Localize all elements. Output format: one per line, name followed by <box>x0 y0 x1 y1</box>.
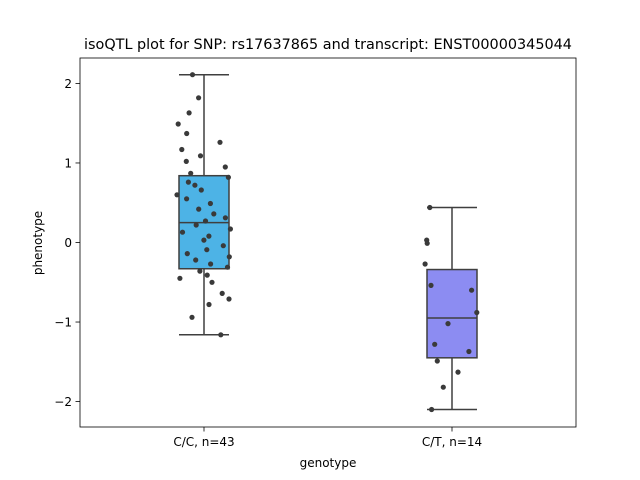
data-point <box>469 287 475 293</box>
data-point <box>207 200 213 207</box>
data-point <box>226 296 232 302</box>
data-point <box>202 218 209 224</box>
data-point <box>209 279 215 285</box>
x-axis-title: genotype <box>300 456 357 470</box>
data-point <box>189 314 195 320</box>
data-point <box>186 110 192 116</box>
data-point <box>197 268 203 274</box>
axes-frame <box>79 57 577 428</box>
data-point <box>196 95 202 101</box>
data-point <box>208 261 214 267</box>
data-point <box>196 206 202 212</box>
data-point <box>174 192 180 198</box>
data-point <box>424 240 430 246</box>
data-point <box>197 153 204 159</box>
data-point <box>189 72 196 78</box>
data-point <box>466 348 472 355</box>
data-point <box>184 196 190 202</box>
data-point <box>474 309 480 316</box>
data-point <box>219 290 225 296</box>
data-point <box>179 146 185 153</box>
data-point <box>429 406 435 413</box>
y-tick-label: 0 <box>64 236 72 250</box>
data-point <box>422 261 428 267</box>
data-point <box>218 332 224 338</box>
box <box>426 268 478 359</box>
data-point <box>193 222 199 228</box>
data-point <box>217 139 223 145</box>
data-point <box>211 211 217 217</box>
data-point <box>222 164 228 170</box>
data-point <box>188 170 194 176</box>
data-point <box>432 341 438 347</box>
x-tick-label: C/C, n=43 <box>173 435 234 449</box>
y-tick-label: −1 <box>54 316 72 330</box>
data-point <box>175 121 181 127</box>
data-point <box>184 251 190 257</box>
y-tick-label: 1 <box>64 156 72 170</box>
data-point <box>204 272 210 278</box>
data-point <box>225 174 231 180</box>
x-tick-label: C/T, n=14 <box>422 435 482 449</box>
data-point <box>427 204 433 211</box>
data-point <box>222 215 228 221</box>
data-point <box>227 226 233 232</box>
data-point <box>193 257 199 263</box>
y-tick-label: 2 <box>64 77 72 91</box>
y-tick-label: −2 <box>54 395 72 409</box>
data-point <box>224 264 231 270</box>
data-point <box>206 301 212 308</box>
data-point <box>184 130 190 137</box>
data-point <box>220 243 226 249</box>
data-point <box>201 237 207 243</box>
data-point <box>440 384 446 390</box>
data-point <box>428 282 434 288</box>
data-point <box>445 321 451 327</box>
data-point <box>177 275 183 281</box>
data-point <box>198 187 204 193</box>
chart-title: isoQTL plot for SNP: rs17637865 and tran… <box>84 37 572 53</box>
data-point <box>204 247 210 253</box>
data-point <box>179 229 186 235</box>
y-axis-title: phenotype <box>31 211 45 275</box>
data-point <box>192 182 198 188</box>
data-point <box>455 369 461 375</box>
plot-area: C/C, n=43 C/T, n=14 2 1 0 −1 −2 <box>54 57 577 449</box>
data-point <box>185 179 191 185</box>
data-point <box>434 358 440 364</box>
data-point <box>183 158 189 164</box>
data-point <box>206 233 212 239</box>
data-point <box>226 254 232 260</box>
